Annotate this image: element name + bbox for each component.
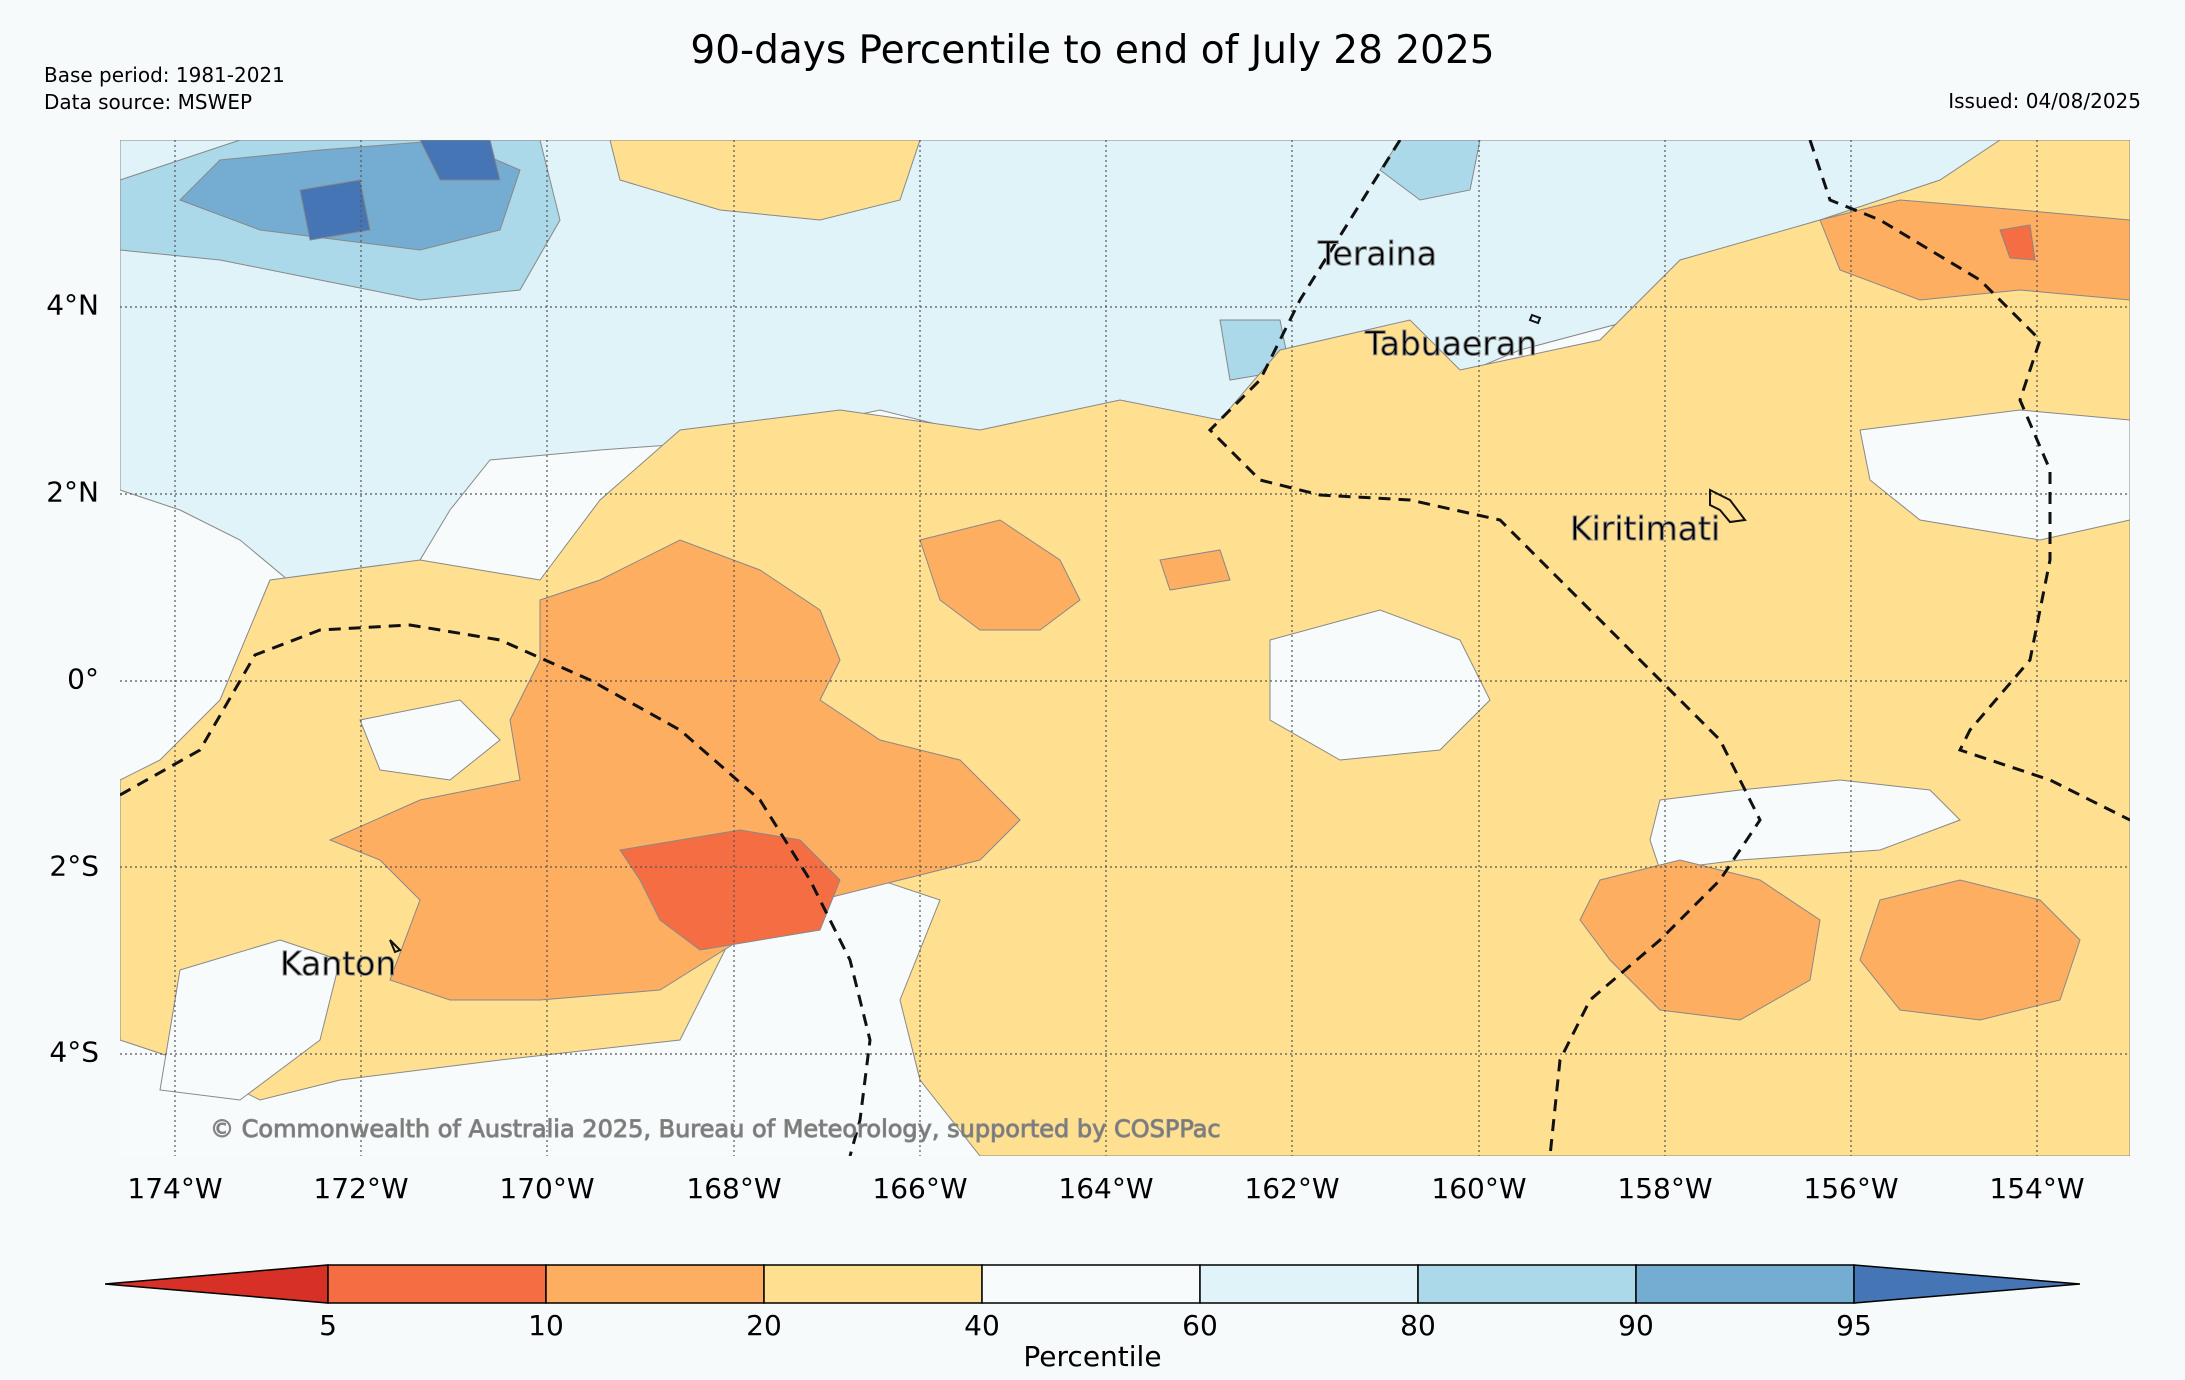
region-5-10	[619, 829, 841, 951]
region-40-60	[1269, 609, 1491, 761]
region-40-60	[159, 939, 341, 1101]
region-40-60	[1859, 409, 2130, 541]
lon-label: 174°W	[127, 1172, 223, 1205]
colorbar-swatch-below-5	[105, 1264, 329, 1304]
colorbar-tick: 40	[964, 1309, 1000, 1342]
colorbar-tick: 60	[1182, 1309, 1218, 1342]
region-10-20	[1859, 879, 2081, 1021]
place-label-tabuaeran: Tabuaeran	[1364, 324, 1537, 363]
lon-label: 162°W	[1244, 1172, 1340, 1205]
region-40-60	[1649, 779, 1961, 871]
copyright-text: © Commonwealth of Australia 2025, Bureau…	[210, 1115, 1221, 1143]
lat-label-4N: 4°N	[46, 288, 99, 322]
colorbar-swatch	[327, 1264, 547, 1304]
lat-label-2N: 2°N	[46, 475, 99, 509]
base-period-text: Base period: 1981-2021	[44, 63, 285, 87]
region-above-95	[419, 140, 501, 181]
data-source-text: Data source: MSWEP	[44, 90, 253, 114]
meta-info: Base period: 1981-2021 Data source: MSWE…	[44, 62, 285, 116]
colorbar-tick: 5	[319, 1309, 337, 1342]
percentile-map: Teraina Tabuaeran Kiritimati Kanton © Co…	[120, 140, 2130, 1156]
lon-label: 160°W	[1431, 1172, 1527, 1205]
issued-date-text: Issued: 04/08/2025	[1948, 89, 2141, 113]
region-40-60	[359, 699, 501, 781]
gridlines	[120, 140, 2130, 1156]
colorbar-swatch	[1417, 1264, 1637, 1304]
colorbar-tick: 90	[1618, 1309, 1654, 1342]
region-10-20	[919, 519, 1081, 631]
lat-label-0: 0°	[67, 662, 99, 696]
region-10-20	[1579, 859, 1821, 1021]
lon-label: 168°W	[686, 1172, 782, 1205]
lon-label: 164°W	[1058, 1172, 1154, 1205]
colorbar-tick: 10	[528, 1309, 564, 1342]
lon-label: 158°W	[1617, 1172, 1713, 1205]
region-5-10	[1999, 224, 2036, 261]
kanton-island	[389, 939, 402, 954]
region-20-40	[609, 140, 921, 221]
region-above-95	[299, 179, 371, 241]
lat-label-2S: 2°S	[49, 849, 99, 883]
colorbar-swatch-above-95	[1853, 1264, 2080, 1304]
colorbar-swatch	[545, 1264, 765, 1304]
colorbar-swatch	[981, 1264, 1201, 1304]
lon-label: 166°W	[872, 1172, 968, 1205]
colorbar-swatch	[763, 1264, 983, 1304]
lon-label: 156°W	[1803, 1172, 1899, 1205]
lon-label: 154°W	[1989, 1172, 2085, 1205]
place-label-teraina: Teraina	[1317, 234, 1437, 273]
colorbar-tick: 80	[1400, 1309, 1436, 1342]
place-label-kanton: Kanton	[280, 944, 396, 983]
colorbar-swatch	[1635, 1264, 1855, 1304]
colorbar-tick: 95	[1836, 1309, 1872, 1342]
map-title: 90-days Percentile to end of July 28 202…	[690, 28, 1495, 73]
colorbar-tick: 20	[746, 1309, 782, 1342]
colorbar-title: Percentile	[1023, 1340, 1162, 1373]
lon-label: 172°W	[313, 1172, 409, 1205]
colorbar-swatch	[1199, 1264, 1419, 1304]
kiritimati-island	[1709, 488, 1747, 524]
region-10-20	[1819, 199, 2130, 301]
colorbar	[105, 1264, 2080, 1304]
tabuaeran-island	[1528, 313, 1542, 325]
map-area: Teraina Tabuaeran Kiritimati Kanton © Co…	[120, 140, 2130, 1156]
place-label-kiritimati: Kiritimati	[1570, 509, 1720, 548]
lon-label: 170°W	[499, 1172, 595, 1205]
region-10-20	[1159, 549, 1231, 591]
eez-boundaries	[120, 140, 2130, 1156]
lat-label-4S: 4°S	[49, 1035, 99, 1069]
